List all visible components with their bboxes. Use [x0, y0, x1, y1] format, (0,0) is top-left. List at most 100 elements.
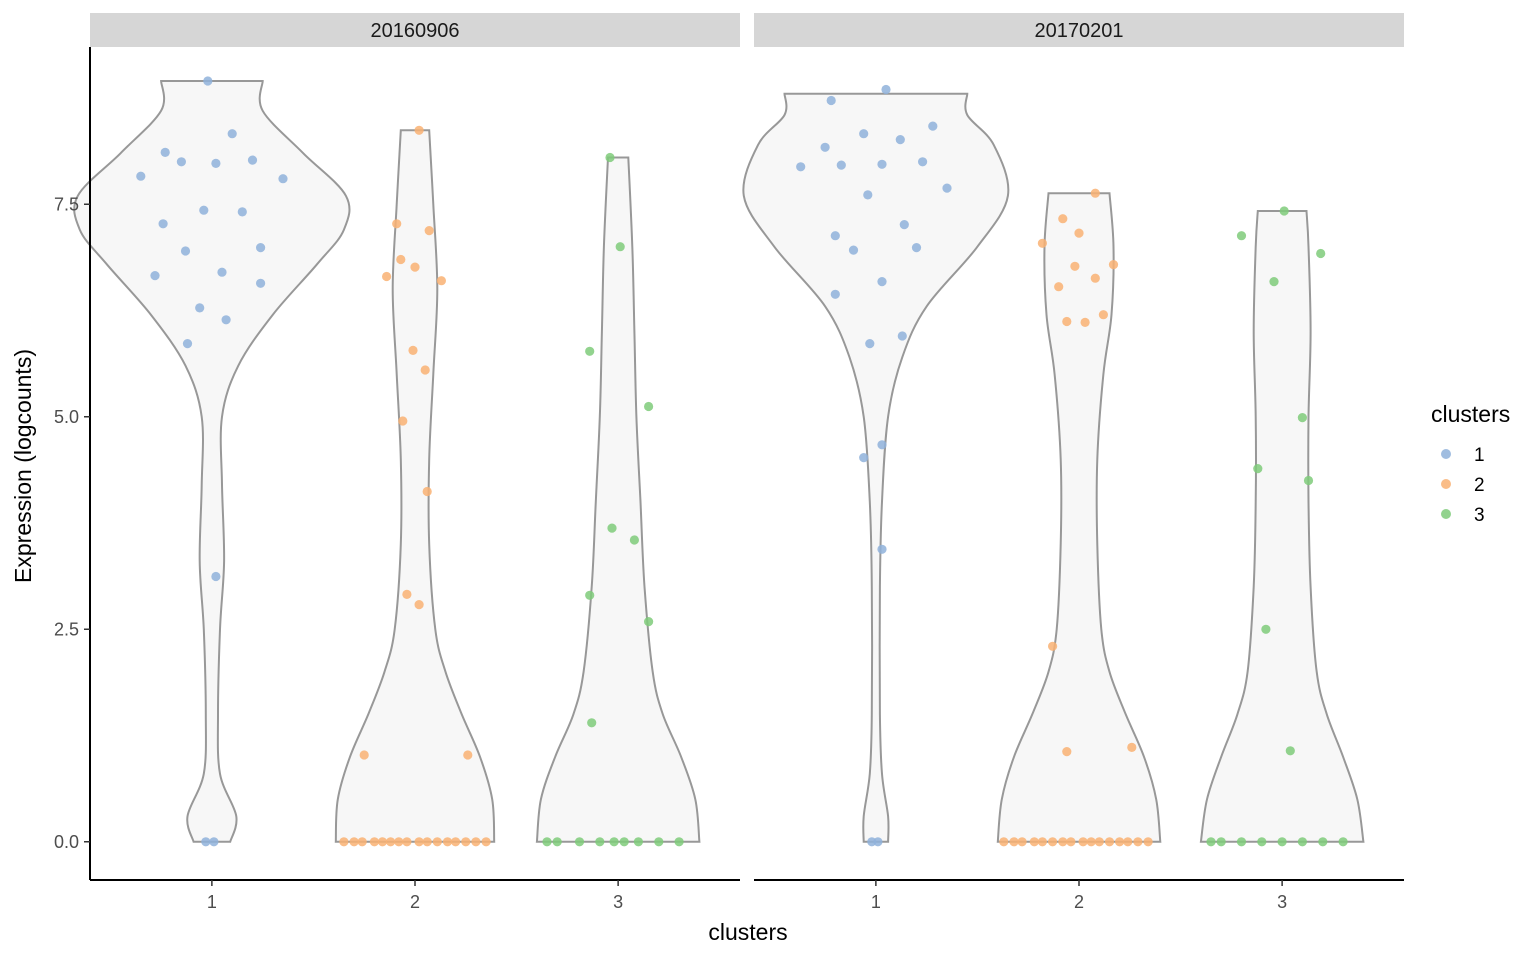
- data-point: [1098, 310, 1108, 320]
- data-point: [451, 837, 461, 847]
- x-axis: 1 2 3: [90, 879, 740, 912]
- x-tick-label: 2: [1074, 892, 1084, 912]
- data-point: [928, 121, 938, 131]
- data-point: [1316, 248, 1326, 259]
- data-point: [830, 231, 840, 241]
- data-point: [1297, 413, 1307, 423]
- violin-shape: [535, 156, 701, 843]
- data-point: [199, 205, 209, 215]
- data-point: [382, 271, 392, 282]
- data-point: [644, 401, 654, 412]
- legend-key: [1441, 479, 1451, 489]
- data-point: [1236, 231, 1247, 241]
- data-point: [160, 147, 170, 157]
- data-point: [859, 453, 869, 463]
- data-point: [1074, 228, 1084, 238]
- data-point: [195, 303, 205, 313]
- data-point: [357, 837, 367, 847]
- violin-shape: [742, 92, 1010, 843]
- data-point: [432, 837, 442, 847]
- data-point: [209, 837, 219, 847]
- data-point: [918, 157, 928, 167]
- data-point: [1048, 837, 1058, 847]
- data-point: [1206, 837, 1216, 847]
- data-point: [826, 95, 836, 106]
- data-point: [848, 245, 859, 255]
- data-point: [796, 162, 806, 172]
- data-point: [182, 339, 193, 349]
- data-point: [1090, 273, 1100, 283]
- violin-shape: [996, 192, 1162, 843]
- data-point: [1338, 837, 1348, 847]
- legend: clusters 1 2 3: [1431, 401, 1510, 526]
- data-point: [424, 226, 434, 236]
- data-point: [256, 243, 266, 253]
- y-tick-label: 2.5: [54, 619, 79, 639]
- data-point: [654, 837, 664, 847]
- data-point: [1062, 747, 1072, 757]
- data-point: [158, 219, 168, 229]
- data-point: [552, 837, 562, 847]
- data-point: [136, 171, 146, 181]
- data-point: [1123, 837, 1133, 847]
- data-point: [392, 219, 402, 229]
- violin-shape: [1199, 210, 1365, 843]
- x-tick-label: 3: [613, 892, 623, 912]
- data-point: [674, 837, 684, 847]
- data-point: [877, 544, 887, 554]
- data-point: [349, 837, 359, 847]
- data-point: [1037, 238, 1047, 248]
- data-point: [1054, 282, 1064, 292]
- data-point: [1127, 742, 1137, 753]
- data-point: [359, 750, 369, 760]
- data-point: [542, 837, 552, 847]
- data-point: [595, 837, 605, 847]
- data-point: [644, 617, 654, 627]
- data-point: [1216, 837, 1226, 847]
- facet-strip: [90, 13, 740, 47]
- x-tick-label: 1: [207, 892, 217, 912]
- data-point: [1062, 316, 1072, 327]
- data-point: [221, 315, 231, 325]
- data-point: [420, 365, 430, 375]
- data-point: [377, 837, 388, 847]
- data-point: [402, 837, 412, 847]
- y-axis: 0.0 2.5 5.0 7.5: [54, 47, 91, 880]
- data-point: [629, 535, 640, 545]
- data-point: [1070, 261, 1080, 271]
- legend-label: 3: [1474, 505, 1485, 526]
- data-point: [256, 278, 266, 288]
- data-point: [863, 190, 873, 200]
- data-point: [574, 837, 585, 847]
- data-point: [1058, 214, 1068, 224]
- data-point: [1086, 837, 1096, 847]
- data-point: [1143, 837, 1153, 847]
- x-axis-title: clusters: [708, 919, 787, 945]
- data-point: [398, 416, 408, 426]
- data-point: [339, 837, 349, 847]
- x-tick-label: 2: [410, 892, 420, 912]
- data-point: [410, 262, 420, 272]
- data-point: [895, 135, 905, 145]
- data-point: [227, 129, 237, 139]
- data-point: [1094, 837, 1104, 847]
- data-point: [1297, 837, 1307, 847]
- data-point: [1318, 837, 1328, 847]
- data-point: [396, 254, 406, 265]
- data-point: [386, 837, 396, 847]
- data-point: [422, 486, 432, 497]
- y-axis-title: Expression (logcounts): [10, 349, 36, 583]
- data-point: [609, 837, 619, 847]
- data-point: [481, 837, 491, 847]
- data-point: [1279, 206, 1289, 216]
- data-point: [1236, 837, 1247, 847]
- legend-label: 1: [1474, 445, 1485, 466]
- data-point: [211, 571, 221, 582]
- violin-shape: [334, 129, 496, 843]
- data-point: [201, 837, 211, 847]
- data-point: [1261, 624, 1271, 634]
- data-point: [899, 220, 909, 230]
- data-point: [369, 837, 379, 847]
- data-point: [1066, 837, 1076, 847]
- data-point: [247, 155, 258, 165]
